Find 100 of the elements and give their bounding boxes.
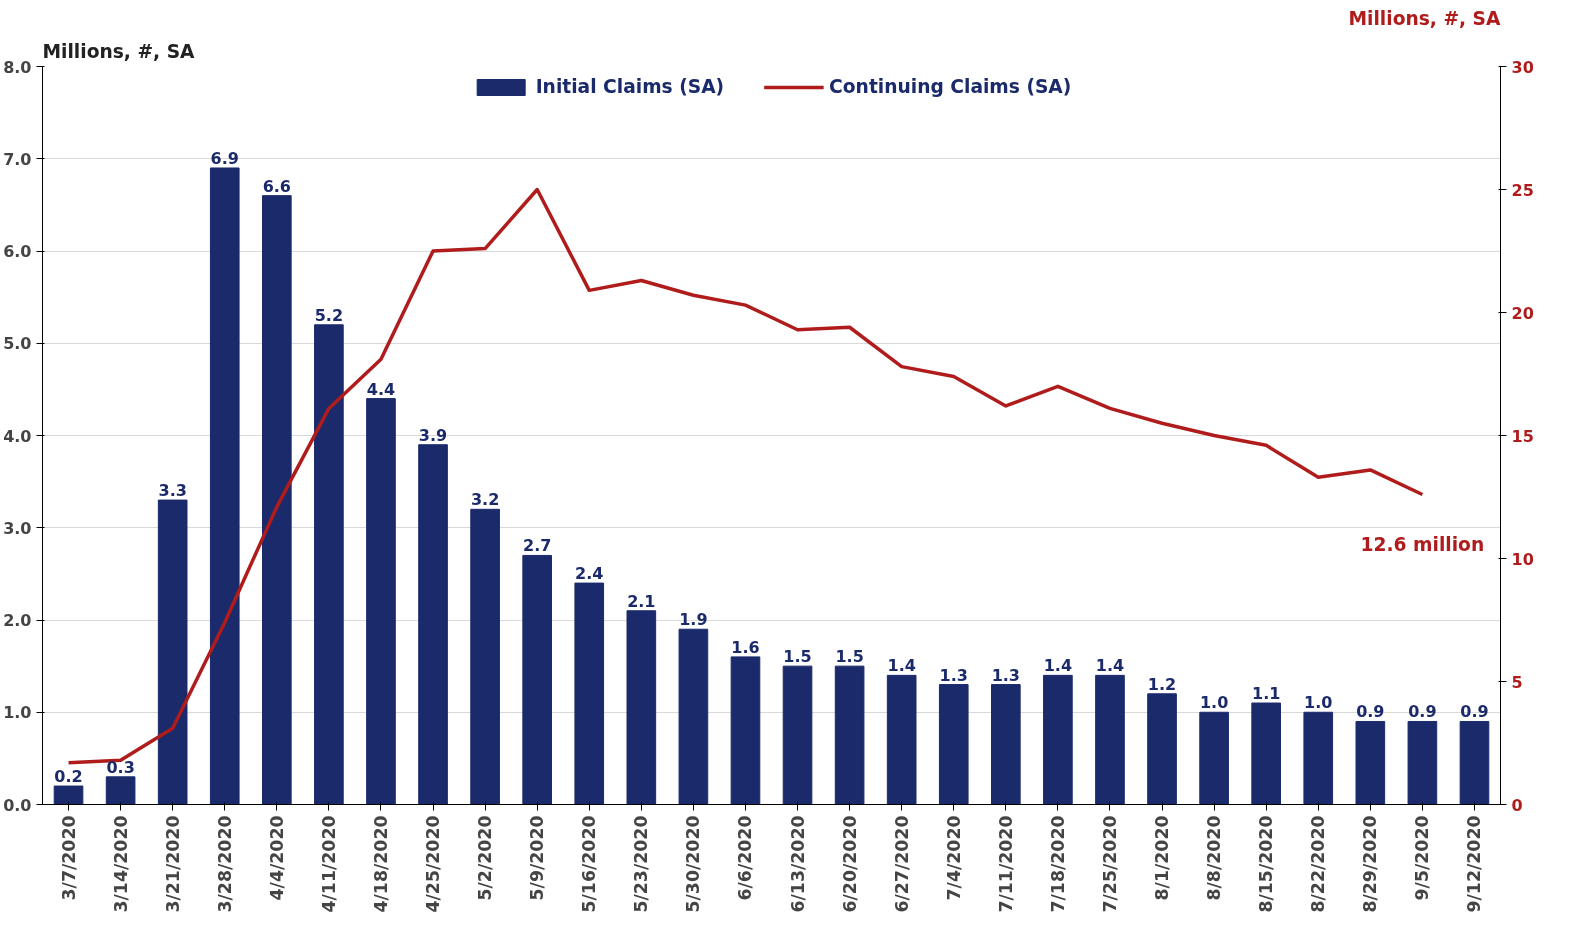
y-tick-label: 3.0	[3, 518, 32, 538]
bar	[105, 776, 136, 805]
bar	[262, 195, 292, 805]
bar	[366, 398, 396, 805]
bar	[730, 656, 761, 805]
bar	[470, 508, 500, 805]
bar	[314, 324, 344, 805]
data-label: 2.1	[627, 591, 656, 611]
bar	[991, 684, 1021, 805]
data-label: 1.2	[1147, 674, 1177, 694]
data-label: 6.6	[262, 176, 291, 196]
x-tick-label: 3/14/2020	[110, 815, 131, 913]
bar	[678, 628, 709, 805]
x-tick-label: 4/4/2020	[266, 815, 287, 901]
y-tick-label: 8.0	[3, 57, 32, 77]
y2-tick-label: 25	[1511, 180, 1534, 200]
y2-tick-label: 30	[1511, 57, 1534, 77]
x-tick-label: 3/7/2020	[58, 815, 79, 901]
data-label: 2.7	[523, 536, 552, 556]
legend-label: Continuing Claims (SA)	[829, 76, 1072, 97]
x-tick-label: 5/30/2020	[683, 815, 704, 913]
data-label: 1.3	[991, 665, 1020, 685]
x-tick-label: 4/11/2020	[318, 815, 339, 913]
bar	[1355, 720, 1386, 805]
bar	[782, 665, 813, 805]
x-tick-label: 6/27/2020	[891, 815, 912, 913]
data-label: 3.3	[158, 481, 187, 501]
y-tick-label: 2.0	[3, 611, 32, 630]
bar	[886, 674, 917, 805]
y-tick-label: 5.0	[3, 334, 32, 354]
y-tick-label: 0.0	[3, 795, 32, 815]
x-tick-label: 5/16/2020	[579, 815, 600, 913]
data-label: 0.9	[1408, 702, 1437, 722]
data-label: 1.4	[1043, 656, 1073, 676]
bar	[834, 665, 865, 805]
data-label: 6.9	[210, 148, 239, 168]
x-tick-label: 9/12/2020	[1464, 815, 1485, 913]
bar	[157, 499, 188, 805]
x-tick-label: 3/21/2020	[162, 815, 183, 913]
data-label: 1.3	[939, 665, 968, 685]
y-tick-label: 1.0	[3, 703, 32, 723]
data-label: 0.2	[54, 767, 83, 787]
data-label: 4.4	[366, 379, 396, 399]
data-label: 1.1	[1252, 684, 1281, 704]
data-label: 1.4	[887, 656, 916, 676]
x-tick-label: 5/2/2020	[475, 815, 496, 901]
bar	[209, 167, 240, 805]
y2-tick-label: 5	[1511, 672, 1523, 692]
data-label: 1.0	[1304, 693, 1333, 713]
x-tick-label: 3/28/2020	[214, 815, 235, 913]
x-tick-label: 7/25/2020	[1099, 815, 1120, 913]
y2-tick-label: 20	[1511, 303, 1534, 323]
bar	[418, 444, 448, 805]
x-tick-label: 8/8/2020	[1204, 815, 1225, 901]
x-tick-label: 4/25/2020	[423, 815, 444, 913]
x-tick-label: 6/13/2020	[787, 815, 808, 913]
data-label: 0.9	[1460, 702, 1489, 722]
legend-label: Initial Claims (SA)	[535, 76, 725, 97]
x-tick-label: 9/5/2020	[1412, 815, 1433, 901]
x-tick-label: 8/15/2020	[1256, 815, 1277, 913]
x-tick-label: 8/29/2020	[1360, 815, 1381, 913]
y2-tick-label: 15	[1511, 426, 1534, 446]
data-label: 1.9	[679, 610, 708, 630]
y-tick-label: 4.0	[3, 426, 32, 446]
bar	[1303, 711, 1334, 805]
bar	[1043, 674, 1073, 805]
bar	[1095, 674, 1125, 805]
data-label: 5.2	[314, 305, 344, 325]
bar	[574, 582, 605, 805]
x-tick-label: 4/18/2020	[370, 815, 391, 913]
bar	[1147, 693, 1177, 805]
x-tick-label: 8/22/2020	[1308, 815, 1329, 913]
y2-axis-title: Millions, #, SA	[1348, 7, 1502, 29]
x-tick-label: 5/9/2020	[527, 815, 548, 901]
data-label: 1.5	[835, 647, 864, 667]
y2-tick-label: 10	[1511, 549, 1534, 569]
y-tick-label: 6.0	[3, 242, 32, 261]
bar	[1199, 711, 1229, 805]
x-tick-label: 7/4/2020	[943, 815, 964, 901]
bar	[626, 610, 657, 805]
x-tick-label: 5/23/2020	[631, 815, 652, 913]
annotation: 12.6 million	[1360, 533, 1485, 555]
data-label: 3.2	[470, 490, 500, 510]
y-axis-title: Millions, #, SA	[42, 40, 196, 62]
bar	[53, 785, 84, 805]
bar	[1459, 720, 1490, 805]
data-label: 1.6	[731, 637, 760, 657]
y-tick-label: 7.0	[3, 149, 32, 169]
x-tick-label: 6/20/2020	[839, 815, 860, 913]
bar	[1407, 720, 1438, 805]
data-label: 2.4	[575, 564, 604, 584]
data-label: 1.4	[1095, 656, 1125, 676]
data-label: 1.5	[783, 647, 812, 667]
bar	[522, 554, 552, 805]
x-tick-label: 6/6/2020	[735, 815, 756, 901]
y2-tick-label: 0	[1511, 795, 1523, 815]
x-tick-label: 8/1/2020	[1152, 815, 1173, 901]
data-label: 0.3	[106, 757, 135, 777]
data-label: 1.0	[1199, 693, 1229, 713]
data-label: 0.9	[1356, 702, 1385, 722]
